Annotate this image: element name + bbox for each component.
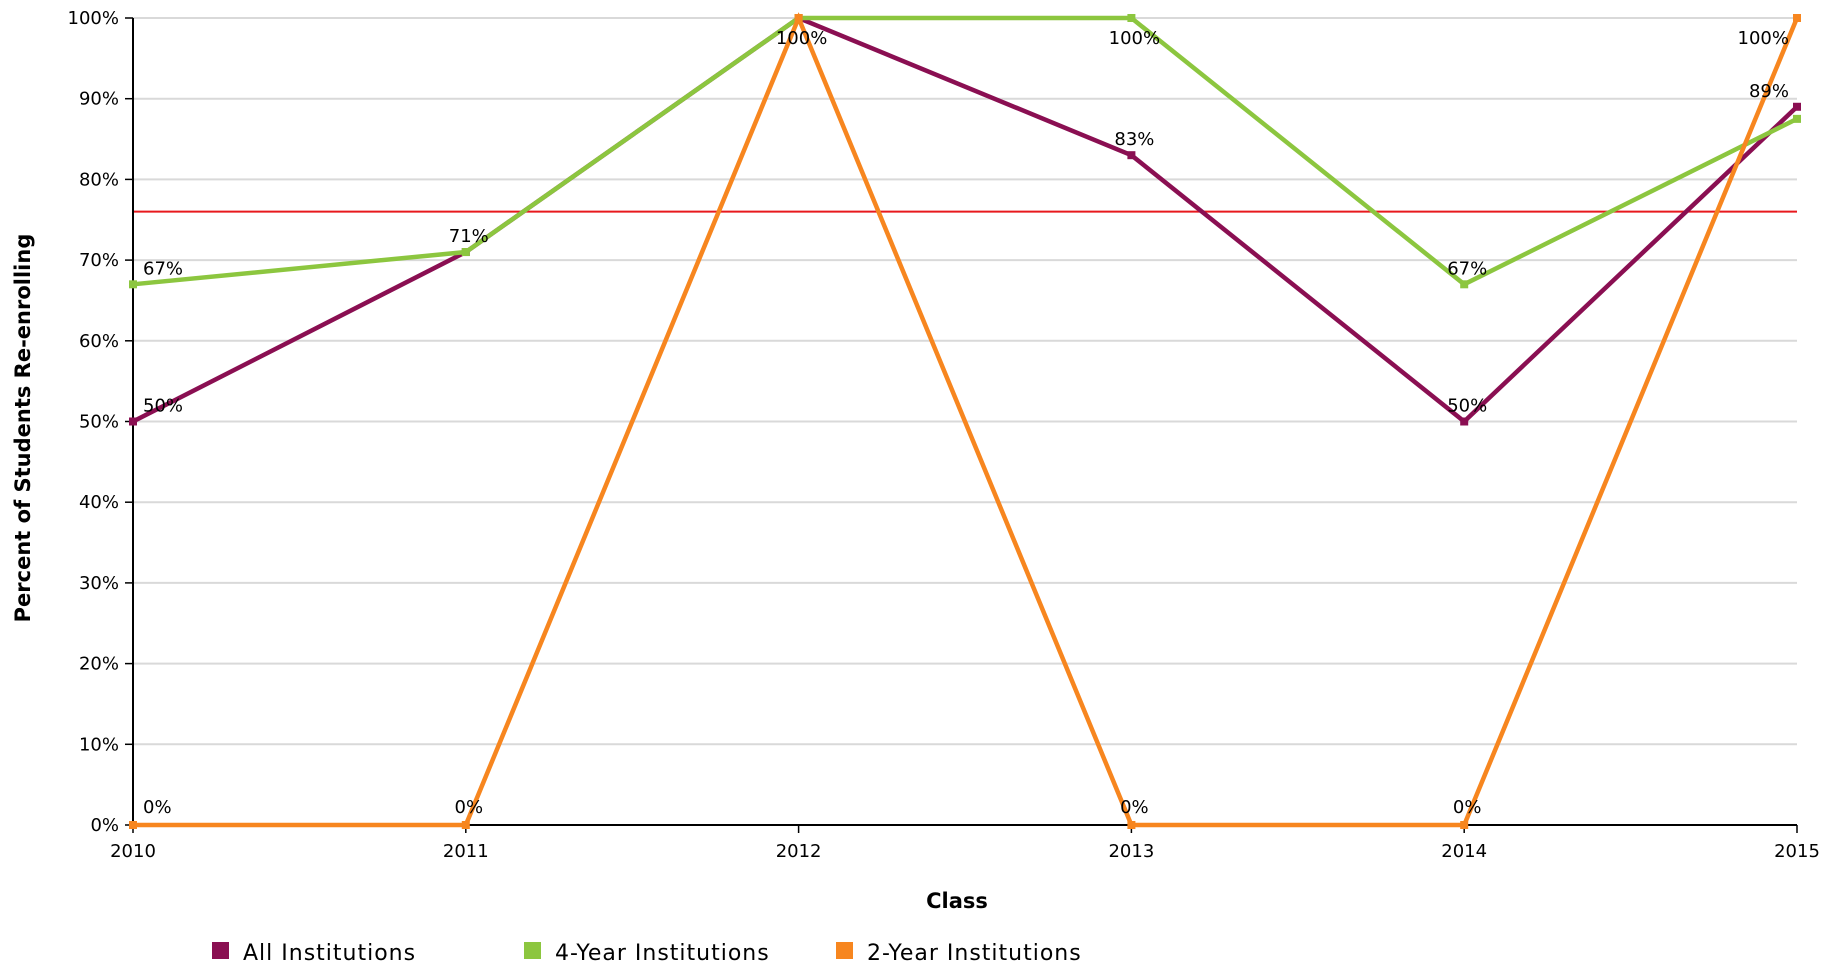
data-point bbox=[1793, 14, 1801, 22]
series-lines bbox=[129, 12, 1801, 829]
legend: All Institutions 4-Year Institutions 2-Yea… bbox=[212, 941, 1082, 966]
data-labels: 50% 83% 50% 89% 67% 71% 100% 67% 0% 0% 100% 0% 0% 100… bbox=[143, 28, 1789, 818]
data-point bbox=[1793, 114, 1801, 123]
data-point bbox=[1127, 821, 1136, 829]
series-line bbox=[131, 15, 1799, 425]
data-point bbox=[1460, 280, 1469, 289]
gridlines bbox=[133, 17, 1797, 746]
data-label: 0% bbox=[455, 797, 484, 818]
y-tick-label: 100% bbox=[68, 8, 119, 29]
data-label: 100% bbox=[1109, 28, 1160, 49]
x-axis-title: Class bbox=[926, 889, 988, 913]
y-tick-label: 80% bbox=[79, 169, 119, 190]
data-point bbox=[794, 14, 803, 22]
series-line bbox=[132, 15, 1799, 287]
y-tick-label: 50% bbox=[79, 412, 119, 433]
legend-swatch bbox=[212, 942, 229, 959]
y-axis-title: Percent of Students Re-enrolling bbox=[11, 234, 35, 623]
x-tick-label: 2010 bbox=[110, 841, 156, 862]
data-label: 89% bbox=[1749, 81, 1789, 102]
data-point bbox=[129, 280, 137, 289]
legend-label: All Institutions bbox=[243, 941, 416, 966]
data-point bbox=[129, 821, 137, 829]
y-tick-label: 30% bbox=[79, 573, 119, 594]
y-tick-label: 40% bbox=[79, 492, 119, 513]
series-line bbox=[133, 12, 1800, 828]
data-label: 67% bbox=[143, 258, 183, 279]
data-label: 67% bbox=[1447, 258, 1487, 279]
data-point bbox=[1460, 417, 1469, 426]
data-label: 83% bbox=[1114, 129, 1154, 150]
axes: 0% 10% 20% 30% 40% 50% 60% 70% 80% 90% 100% 2010 201… bbox=[68, 8, 1820, 862]
data-point bbox=[461, 821, 470, 829]
data-point bbox=[461, 248, 470, 257]
data-label: 100% bbox=[1738, 28, 1789, 49]
data-label: 50% bbox=[143, 396, 183, 417]
y-tick-label: 70% bbox=[79, 250, 119, 271]
data-label: 50% bbox=[1447, 396, 1487, 417]
data-label: 100% bbox=[776, 28, 827, 49]
legend-label: 4-Year Institutions bbox=[555, 941, 770, 966]
data-point bbox=[1127, 151, 1136, 160]
x-tick-label: 2012 bbox=[776, 841, 822, 862]
data-label: 0% bbox=[143, 797, 172, 818]
data-point bbox=[1460, 821, 1469, 829]
x-tick-label: 2014 bbox=[1441, 841, 1487, 862]
legend-swatch bbox=[524, 942, 541, 959]
data-label: 71% bbox=[449, 226, 489, 247]
data-point bbox=[1127, 14, 1136, 22]
y-tick-label: 10% bbox=[79, 734, 119, 755]
data-point bbox=[1793, 102, 1801, 111]
x-tick-label: 2013 bbox=[1108, 841, 1154, 862]
legend-swatch bbox=[836, 942, 853, 959]
legend-label: 2-Year Institutions bbox=[867, 941, 1082, 966]
x-tick-label: 2015 bbox=[1774, 841, 1820, 862]
y-tick-label: 60% bbox=[79, 331, 119, 352]
data-point bbox=[129, 417, 137, 426]
y-tick-label: 20% bbox=[79, 654, 119, 675]
y-tick-label: 90% bbox=[79, 89, 119, 110]
data-label: 0% bbox=[1120, 797, 1149, 818]
x-tick-label: 2011 bbox=[443, 841, 489, 862]
data-label: 0% bbox=[1453, 797, 1482, 818]
y-tick-label: 0% bbox=[90, 815, 119, 836]
